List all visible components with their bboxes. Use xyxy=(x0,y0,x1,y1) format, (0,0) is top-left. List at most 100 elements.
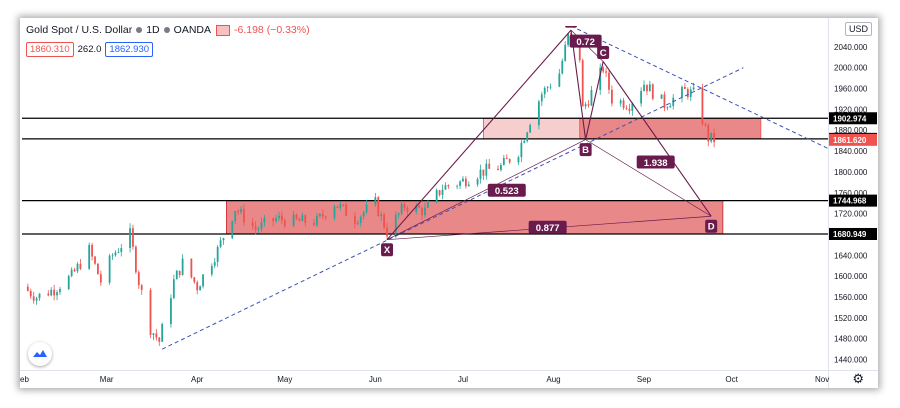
pattern-leg-BC xyxy=(585,61,604,140)
ratio-label: 1.938 xyxy=(644,158,668,169)
candle-up xyxy=(479,169,482,180)
candlestick-chart[interactable]: 0.72 0.523 1.938 0.877 X A B C D 1440.000 1480.000… xyxy=(20,18,878,388)
candle-up xyxy=(590,89,593,106)
candle-up xyxy=(567,33,569,45)
sell-price-button[interactable]: 1860.310 xyxy=(26,42,74,57)
candle-up xyxy=(234,211,237,222)
ratio-label: 0.72 xyxy=(576,37,595,48)
candle-up xyxy=(631,103,634,111)
candle-down xyxy=(47,293,50,296)
candle-up xyxy=(640,91,643,104)
candle-up xyxy=(561,60,564,74)
pattern-point-label: A xyxy=(568,18,575,28)
candle-up xyxy=(520,142,523,158)
candle-down xyxy=(283,220,286,227)
candle-up xyxy=(415,205,418,212)
candle-up xyxy=(564,44,567,61)
y-tick-label: 1800.000 xyxy=(834,168,868,177)
candle-down xyxy=(134,246,137,273)
candle-down xyxy=(581,60,584,107)
candle-up xyxy=(397,213,400,215)
candle-down xyxy=(464,178,467,187)
candle-up xyxy=(619,100,622,104)
separator-dot xyxy=(163,27,170,34)
candle-down xyxy=(625,107,628,109)
tradingview-logo-icon[interactable] xyxy=(28,342,52,366)
candle-up xyxy=(170,298,172,324)
indicator-toggle-icon[interactable] xyxy=(216,24,230,36)
symbol-name[interactable]: Gold Spot / U.S. Dollar xyxy=(26,24,133,37)
candle-down xyxy=(137,272,140,286)
interval-label[interactable]: 1D xyxy=(146,24,160,37)
candle-down xyxy=(707,124,710,142)
candle-down xyxy=(386,227,388,237)
candle-down xyxy=(304,215,307,223)
candle-up xyxy=(710,132,713,142)
candle-up xyxy=(681,86,683,98)
candle-up xyxy=(222,238,225,241)
candle-down xyxy=(377,197,380,216)
candle-up xyxy=(213,261,216,266)
candle-up xyxy=(689,89,692,98)
candle-up xyxy=(529,125,532,133)
candle-down xyxy=(237,211,240,213)
pattern-leg-XB xyxy=(386,139,586,241)
candle-up xyxy=(424,207,426,216)
gear-icon[interactable]: ⚙ xyxy=(852,371,864,386)
y-tick-label: 2000.000 xyxy=(834,64,868,73)
candle-up xyxy=(444,185,447,190)
candle-down xyxy=(713,132,716,143)
candle-up xyxy=(181,258,184,275)
pattern-point-label: D xyxy=(708,222,715,233)
candle-down xyxy=(646,84,648,92)
candle-up xyxy=(485,163,488,176)
buy-price-button[interactable]: 1862.930 xyxy=(105,42,154,57)
y-tick-label: 1960.000 xyxy=(834,85,868,94)
pattern-leg-AB xyxy=(570,30,587,140)
candle-up xyxy=(523,141,526,143)
candle-up xyxy=(502,158,505,165)
price-axis-label-box xyxy=(829,194,877,207)
symbol-header: Gold Spot / U.S. Dollar 1D OANDA -6.198 (−0… xyxy=(26,24,310,36)
candle-down xyxy=(99,274,102,283)
x-tick-label: Sep xyxy=(637,375,652,384)
candle-down xyxy=(53,289,56,296)
pattern-point-box xyxy=(565,26,577,28)
candle-up xyxy=(380,214,383,216)
trend-line xyxy=(161,67,744,350)
candle-down xyxy=(158,337,161,342)
candle-up xyxy=(216,246,219,262)
candle-down xyxy=(684,86,686,89)
candle-down xyxy=(608,72,610,90)
candle-up xyxy=(517,157,520,163)
candle-up xyxy=(278,215,280,219)
candle-up xyxy=(260,222,263,229)
candle-up xyxy=(500,164,502,171)
candle-up xyxy=(199,286,202,291)
candle-down xyxy=(26,286,29,291)
price-axis-label-box xyxy=(829,227,877,240)
y-tick-label: 1920.000 xyxy=(834,105,868,114)
candle-up xyxy=(543,87,546,95)
candle-down xyxy=(73,269,76,272)
y-tick-label: 1640.000 xyxy=(834,251,868,260)
candle-up xyxy=(549,86,552,88)
separator-dot xyxy=(136,27,143,34)
candle-down xyxy=(663,94,666,108)
x-tick-label: Nov xyxy=(815,375,829,384)
currency-badge[interactable]: USD xyxy=(844,22,872,36)
candle-down xyxy=(295,214,298,220)
candle-up xyxy=(263,218,266,223)
candle-up xyxy=(231,221,234,239)
candle-down xyxy=(610,89,613,104)
candle-up xyxy=(161,323,164,342)
candle-up xyxy=(476,179,479,185)
candle-up xyxy=(275,218,277,222)
candle-up xyxy=(316,215,318,226)
candle-down xyxy=(243,208,245,223)
candle-down xyxy=(418,205,421,209)
candle-up xyxy=(292,214,295,227)
y-tick-label: 1560.000 xyxy=(834,293,868,302)
candle-up xyxy=(108,255,111,283)
candle-down xyxy=(354,215,356,224)
